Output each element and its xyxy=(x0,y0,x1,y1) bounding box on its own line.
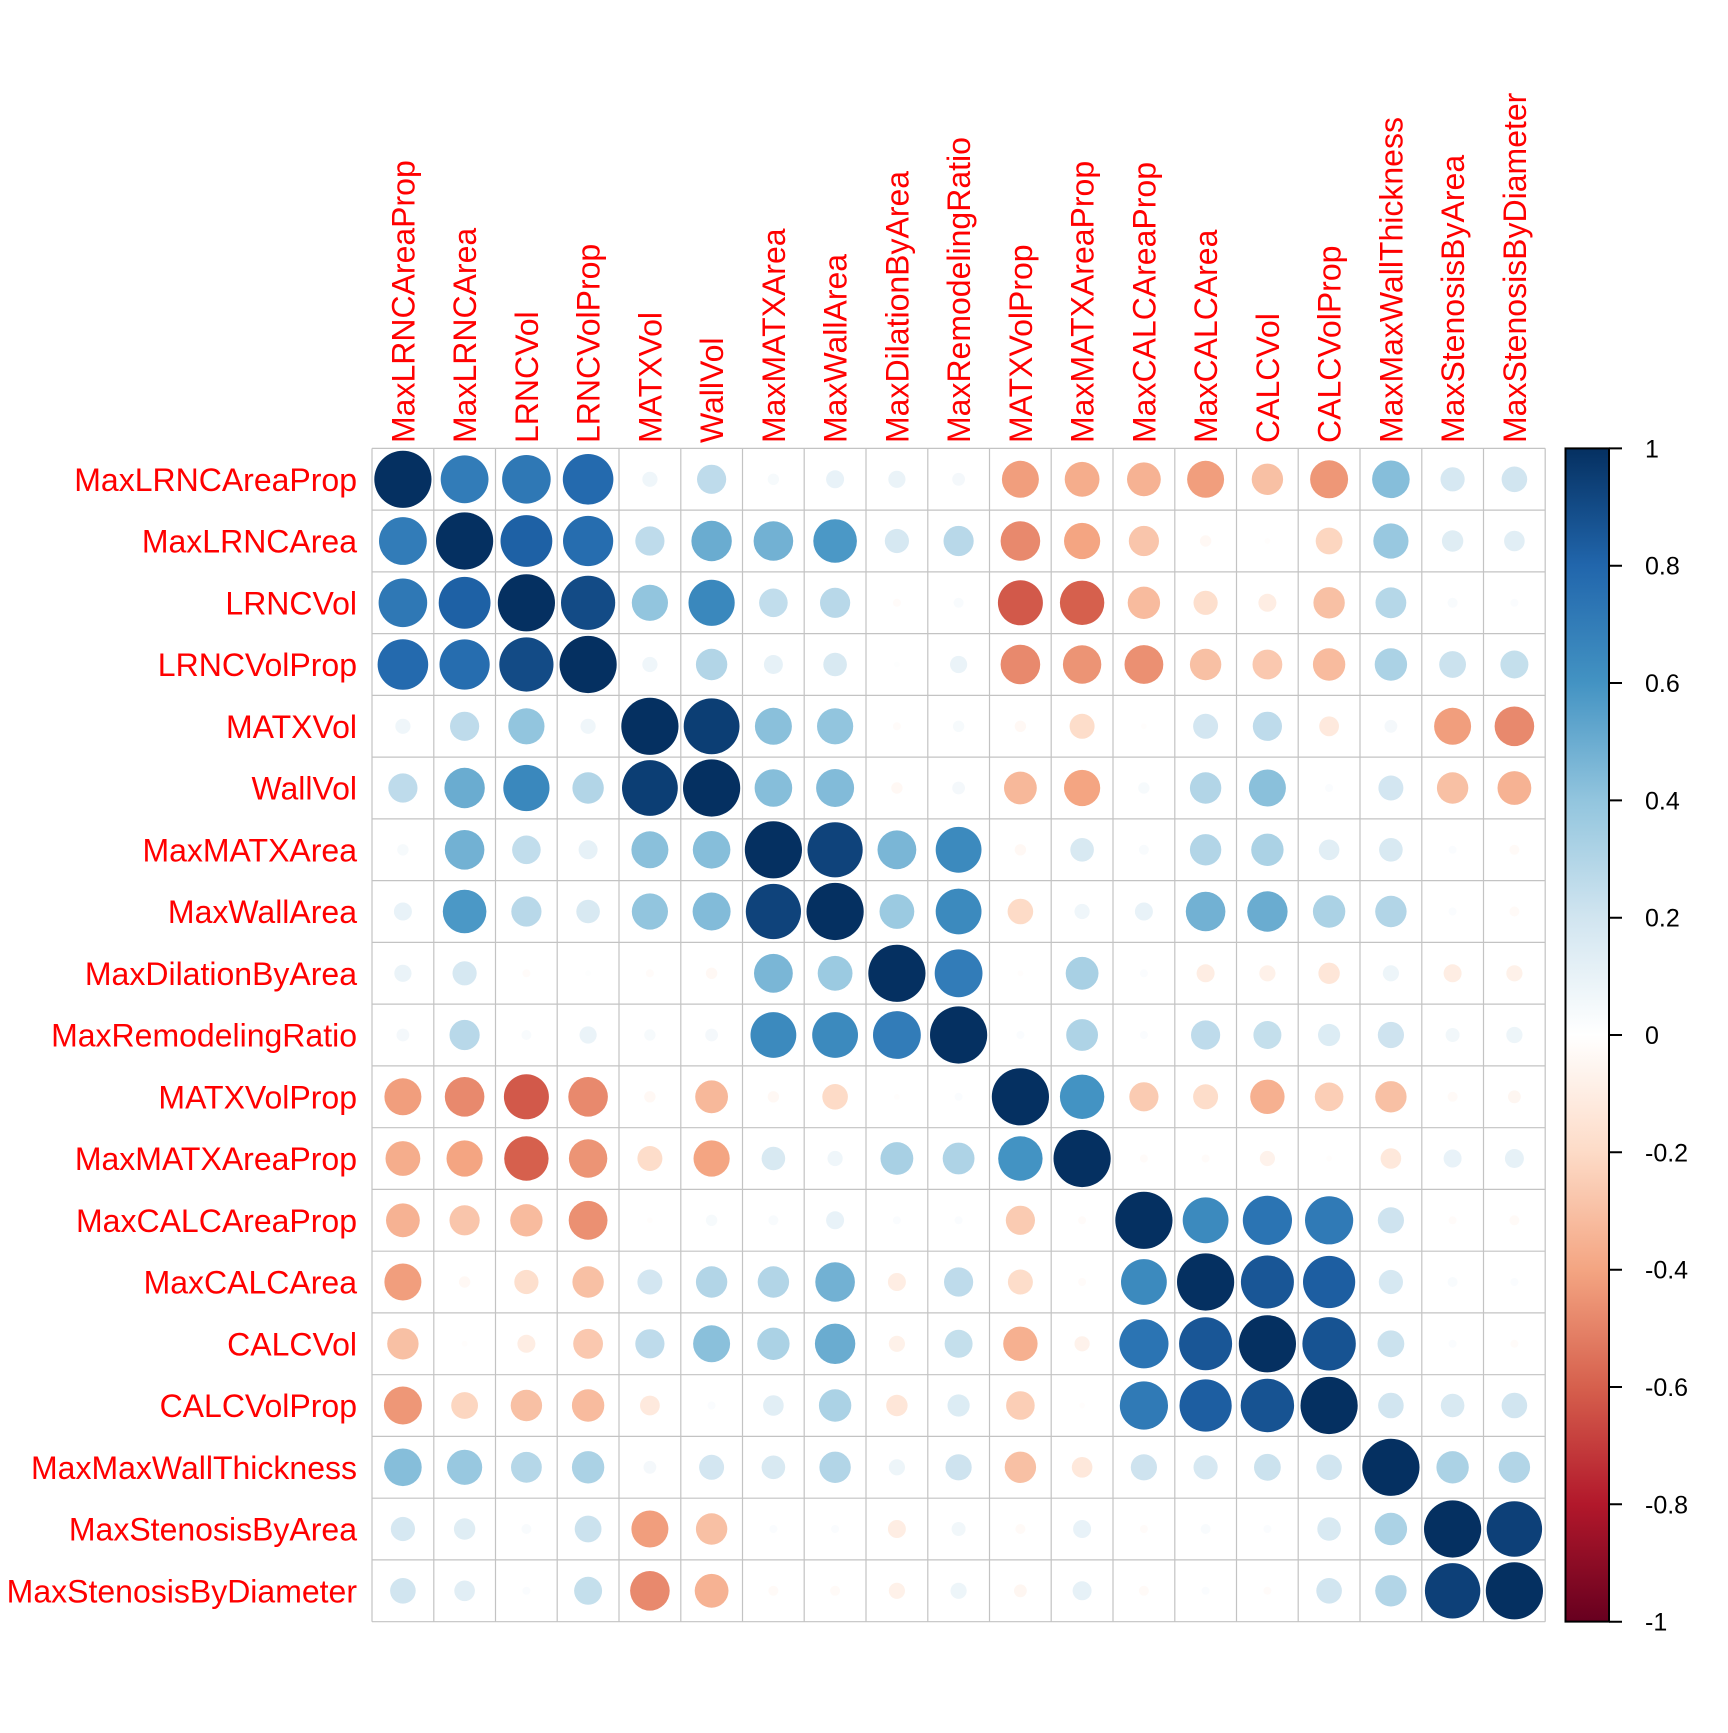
svg-text:1: 1 xyxy=(1645,435,1659,463)
svg-text:0.8: 0.8 xyxy=(1645,553,1680,581)
svg-text:MaxMaxWallThickness: MaxMaxWallThickness xyxy=(1373,117,1409,443)
svg-text:LRNCVolProp: LRNCVolProp xyxy=(571,244,607,443)
svg-text:CALCVol: CALCVol xyxy=(227,1326,357,1362)
svg-text:MaxLRNCAreaProp: MaxLRNCAreaProp xyxy=(385,160,421,443)
svg-text:MaxCALCArea: MaxCALCArea xyxy=(144,1265,358,1301)
svg-text:MaxMATXAreaProp: MaxMATXAreaProp xyxy=(1065,161,1101,443)
svg-text:MaxWallArea: MaxWallArea xyxy=(168,894,357,930)
svg-text:0.2: 0.2 xyxy=(1645,905,1680,933)
svg-text:MaxRemodelingRatio: MaxRemodelingRatio xyxy=(941,137,977,443)
svg-text:LRNCVol: LRNCVol xyxy=(509,311,545,443)
svg-text:WallVol: WallVol xyxy=(251,771,357,807)
svg-text:-0.8: -0.8 xyxy=(1645,1491,1688,1519)
svg-text:MaxMATXArea: MaxMATXArea xyxy=(756,228,792,443)
svg-text:MaxMATXArea: MaxMATXArea xyxy=(142,832,357,868)
svg-text:CALCVol: CALCVol xyxy=(1250,313,1286,443)
svg-text:MaxLRNCAreaProp: MaxLRNCAreaProp xyxy=(74,462,357,498)
svg-text:MaxMaxWallThickness: MaxMaxWallThickness xyxy=(31,1450,357,1486)
svg-text:LRNCVol: LRNCVol xyxy=(225,585,357,621)
svg-text:MaxCALCArea: MaxCALCArea xyxy=(1188,229,1224,443)
svg-text:MaxCALCAreaProp: MaxCALCAreaProp xyxy=(76,1203,357,1239)
svg-text:MaxMATXAreaProp: MaxMATXAreaProp xyxy=(75,1141,357,1177)
svg-text:MaxStenosisByArea: MaxStenosisByArea xyxy=(69,1512,357,1548)
svg-text:0.4: 0.4 xyxy=(1645,787,1680,815)
svg-text:MaxDilationByArea: MaxDilationByArea xyxy=(85,956,357,992)
svg-text:MaxStenosisByDiameter: MaxStenosisByDiameter xyxy=(7,1573,358,1609)
svg-text:MaxStenosisByDiameter: MaxStenosisByDiameter xyxy=(1497,92,1533,443)
svg-text:MATXVolProp: MATXVolProp xyxy=(158,1079,357,1115)
svg-text:MATXVol: MATXVol xyxy=(632,312,668,443)
svg-text:MaxLRNCArea: MaxLRNCArea xyxy=(447,228,483,443)
svg-text:MaxLRNCArea: MaxLRNCArea xyxy=(142,524,357,560)
svg-text:LRNCVolProp: LRNCVolProp xyxy=(158,647,357,683)
svg-text:-0.4: -0.4 xyxy=(1645,1257,1688,1285)
svg-text:WallVol: WallVol xyxy=(694,337,730,443)
svg-text:-1: -1 xyxy=(1645,1609,1667,1637)
svg-text:MATXVol: MATXVol xyxy=(226,709,357,745)
svg-text:MaxCALCAreaProp: MaxCALCAreaProp xyxy=(1126,162,1162,443)
svg-text:0.6: 0.6 xyxy=(1645,670,1680,698)
svg-text:MaxRemodelingRatio: MaxRemodelingRatio xyxy=(51,1018,357,1054)
svg-text:-0.6: -0.6 xyxy=(1645,1374,1688,1402)
svg-text:MaxWallArea: MaxWallArea xyxy=(818,254,854,443)
svg-text:MaxStenosisByArea: MaxStenosisByArea xyxy=(1435,155,1471,443)
svg-text:0: 0 xyxy=(1645,1022,1659,1050)
svg-text:-0.2: -0.2 xyxy=(1645,1139,1688,1167)
svg-text:CALCVolProp: CALCVolProp xyxy=(1312,246,1348,443)
svg-text:MaxDilationByArea: MaxDilationByArea xyxy=(879,171,915,443)
svg-text:MATXVolProp: MATXVolProp xyxy=(1003,244,1039,443)
svg-text:CALCVolProp: CALCVolProp xyxy=(160,1388,357,1424)
